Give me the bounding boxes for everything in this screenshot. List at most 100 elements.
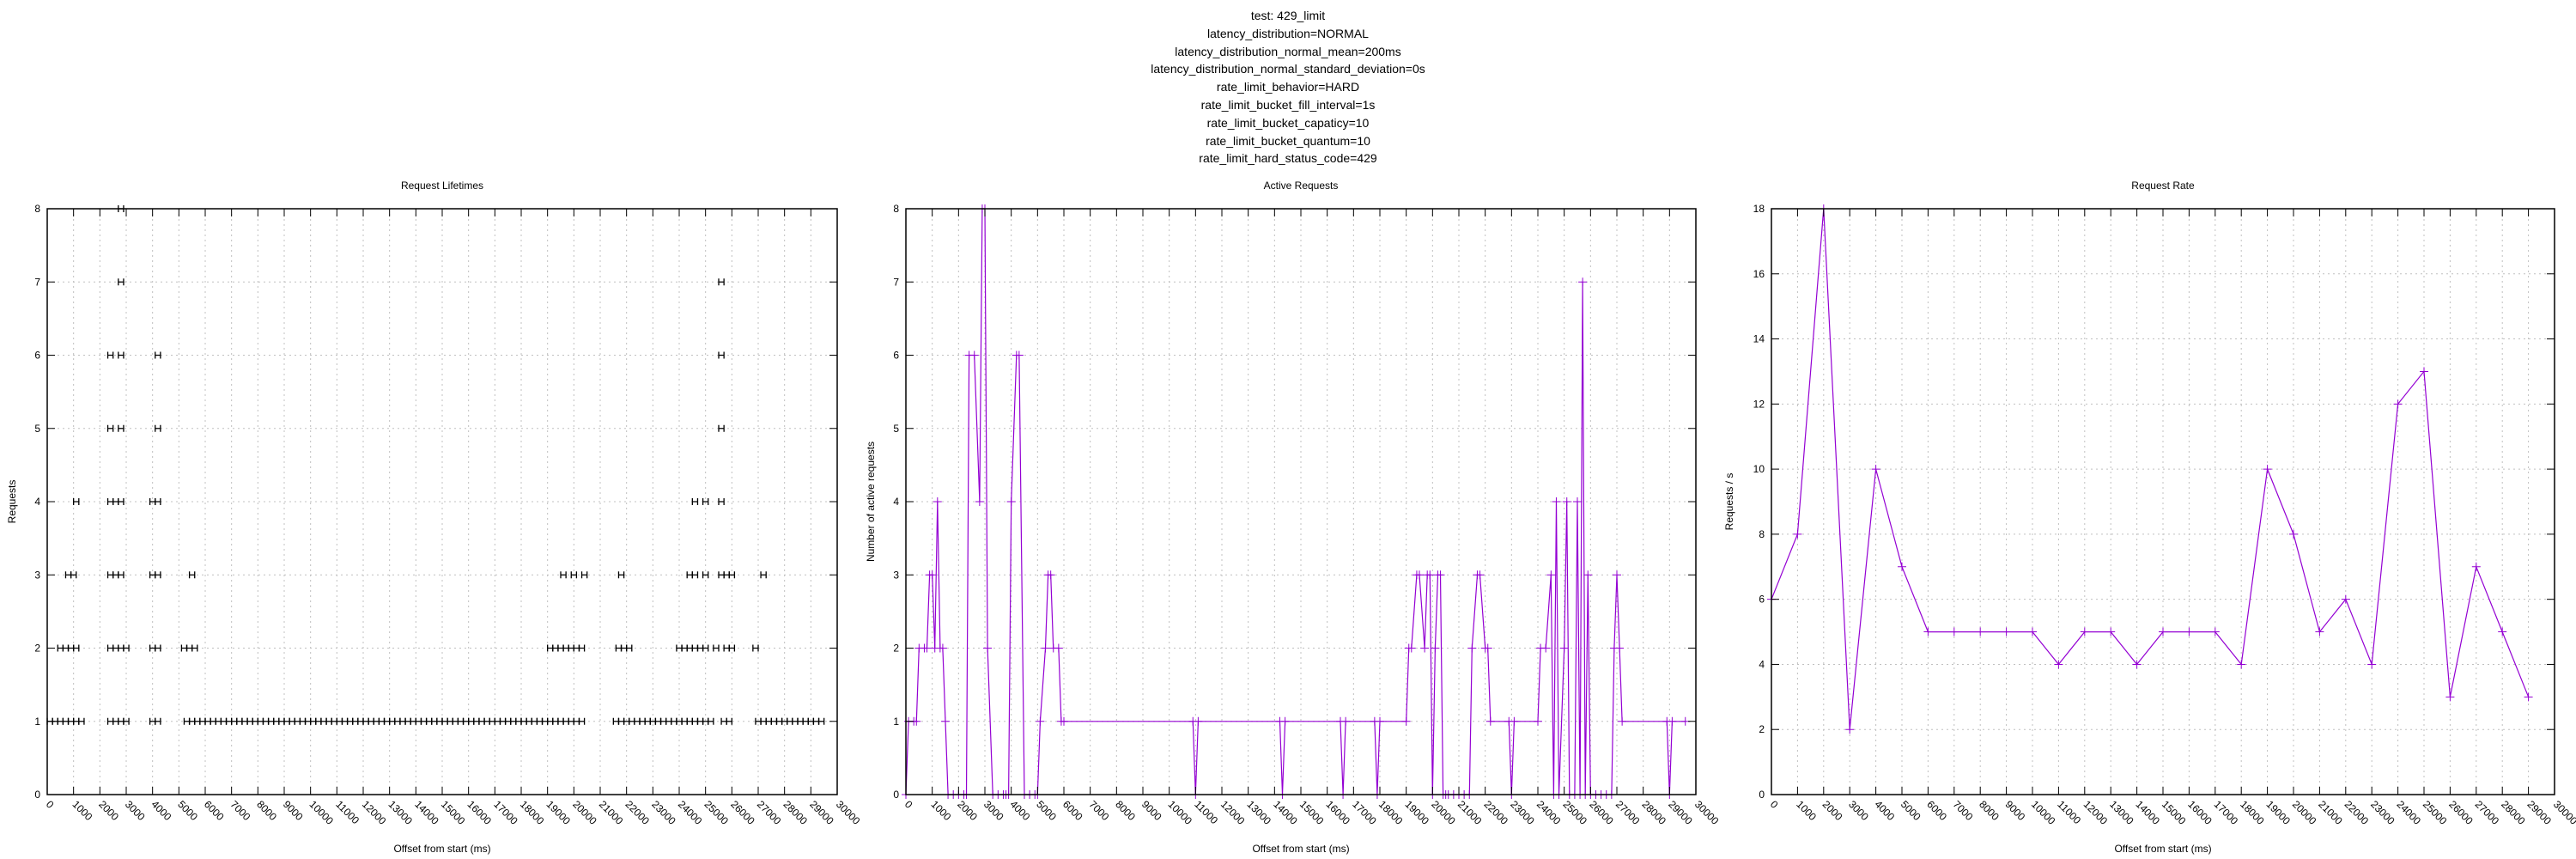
lifetime-interval-mark [568,644,574,652]
lifetime-interval-mark [231,717,238,725]
y-tick-label: 8 [893,203,899,215]
y-tick-label: 10 [1753,463,1765,475]
lifetime-interval-mark [241,717,248,725]
lifetime-interval-mark [547,644,554,652]
x-tick-label: 21000 [597,798,626,827]
lifetime-interval-mark [118,717,125,725]
data-point-plus-marker [1923,627,1933,637]
lifetime-interval-mark [62,644,70,652]
x-tick-label: 22000 [623,798,653,827]
x-tick-label: 7000 [228,798,253,823]
lifetime-interval-mark [399,717,406,725]
data-point-plus-marker [1485,716,1495,726]
lifetime-interval-mark [760,571,767,579]
lifetime-interval-mark [78,717,85,725]
lifetime-interval-mark [817,717,825,725]
lifetime-interval-mark [183,717,191,725]
lifetime-interval-mark [713,644,720,652]
lifetime-interval-mark [560,571,567,579]
lifetime-interval-mark [578,644,586,652]
lifetime-interval-mark [420,717,428,725]
data-point-plus-marker [1014,350,1024,360]
data-point-plus-marker [1949,627,1959,637]
x-tick-label: 28000 [781,798,811,827]
lifetime-interval-mark [220,717,228,725]
lifetime-interval-mark [468,717,475,725]
lifetime-interval-mark [462,717,470,725]
lifetime-interval-mark [718,498,725,505]
test-parameters-header: test: 429_limit latency_distribution=NOR… [0,7,2576,168]
y-tick-label: 7 [893,276,899,288]
lifetime-interval-mark [702,717,709,725]
lifetime-interval-mark [441,717,448,725]
data-point-plus-marker [1006,497,1016,506]
lifetime-interval-mark [225,717,233,725]
lifetime-interval-mark [665,717,672,725]
lifetime-interval-mark [118,571,125,579]
x-tick-label: 3000 [123,798,148,823]
lifetime-interval-mark [180,644,188,652]
lifetime-interval-mark [155,717,161,725]
x-tick-label: 6000 [1060,798,1085,823]
lifetime-interval-mark [615,644,623,652]
x-tick-label: 30000 [834,798,863,827]
lifetime-interval-mark [775,717,783,725]
y-tick-label: 6 [34,350,40,362]
lifetime-interval-mark [118,351,125,359]
lifetime-interval-mark [557,644,564,652]
data-point-plus-marker [1546,570,1556,580]
lifetime-interval-mark [452,717,459,725]
lifetime-interval-mark [728,571,736,579]
lifetime-interval-mark [378,717,386,725]
lifetime-interval-mark [236,717,243,725]
y-tick-label: 12 [1753,398,1765,410]
lifetime-interval-mark [415,717,422,725]
lifetime-interval-mark [194,717,201,725]
lifetime-interval-mark [431,717,438,725]
data-point-plus-marker [2341,594,2350,604]
x-tick-label: 12000 [1218,798,1248,827]
lifetime-interval-mark [726,717,732,725]
lifetime-interval-mark [155,498,161,505]
lifetime-interval-mark [720,717,727,725]
lifetime-interval-mark [580,571,588,579]
x-tick-label: 23000 [2368,798,2397,827]
x-tick-label: 14000 [1271,798,1300,827]
x-tick-label: 25000 [1561,798,1590,827]
lifetime-interval-mark [541,717,549,725]
lifetime-interval-mark [770,717,778,725]
x-tick-label: 20000 [570,798,599,827]
x-tick-label: 14000 [412,798,441,827]
lifetime-interval-mark [215,717,222,725]
x-tick-label: 26000 [1587,798,1616,827]
data-point-plus-marker [1871,465,1880,474]
data-point-plus-marker [1562,497,1571,506]
x-tick-label: 17000 [491,798,520,827]
y-axis-label: Requests [6,480,18,524]
x-tick-label: 16000 [2185,798,2215,827]
lifetime-interval-mark [659,717,667,725]
lifetime-interval-mark [807,717,815,725]
lifetime-interval-mark [315,717,322,725]
lifetime-intervals [46,205,825,725]
lifetime-interval-mark [310,717,317,725]
lifetime-interval-mark [425,717,433,725]
lifetime-interval-mark [792,717,799,725]
data-point-plus-marker [975,497,984,506]
lifetime-interval-mark [547,717,554,725]
lifetime-interval-mark [639,717,646,725]
y-tick-label: 4 [34,496,40,508]
lifetime-interval-mark [681,644,688,652]
x-tick-label: 30000 [1692,798,1722,827]
x-tick-label: 25000 [2421,798,2450,827]
y-tick-label: 3 [893,569,899,581]
lifetime-interval-mark [573,644,580,652]
lifetime-interval-mark [781,717,788,725]
lifetime-interval-mark [73,644,80,652]
lifetime-interval-mark [765,717,772,725]
lifetime-interval-mark [155,351,161,359]
data-point-plus-marker [2132,660,2142,669]
x-tick-label: 22000 [2342,798,2372,827]
y-tick-label: 5 [893,423,899,435]
data-point-plus-marker [1573,497,1582,506]
